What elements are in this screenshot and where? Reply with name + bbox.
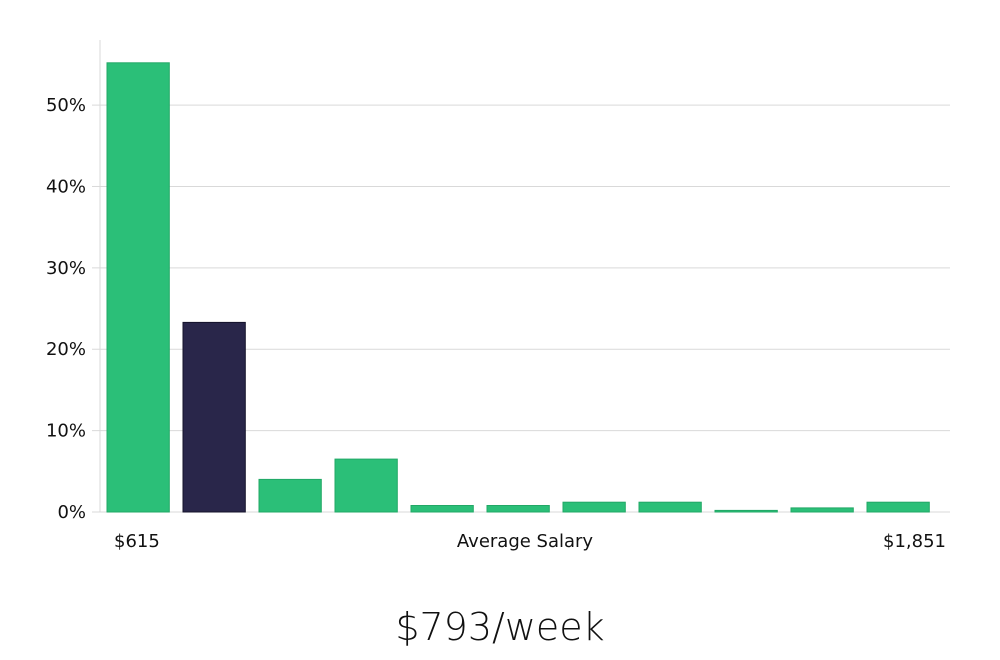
y-tick-label: 10% xyxy=(46,421,86,442)
salary-bar xyxy=(638,501,702,513)
salary-bar xyxy=(714,509,778,513)
salary-bar xyxy=(790,507,854,513)
y-tick-label: 0% xyxy=(57,502,86,523)
x-axis-title: Average Salary xyxy=(457,531,594,552)
y-tick-label: 50% xyxy=(46,95,86,116)
x-end-label: $1,851 xyxy=(883,531,946,552)
x-start-label: $615 xyxy=(114,531,160,552)
y-tick-label: 40% xyxy=(46,176,86,197)
salary-histogram: 0% 10% 20% 30% 40% 50% $615 Average Salary $1… xyxy=(46,40,950,552)
salary-bar xyxy=(410,505,474,513)
y-tick-label: 30% xyxy=(46,258,86,279)
salary-bar xyxy=(106,62,170,513)
bars xyxy=(106,62,930,513)
salary-bar xyxy=(562,501,626,513)
salary-bar xyxy=(334,458,398,513)
y-tick-label: 20% xyxy=(46,339,86,360)
y-tick-labels: 0% 10% 20% 30% 40% 50% xyxy=(46,95,86,523)
salary-bar xyxy=(866,501,930,513)
salary-bar xyxy=(258,478,322,513)
average-weekly-salary: $793/week xyxy=(395,605,605,649)
highlighted-salary-bar xyxy=(182,321,246,513)
salary-bar xyxy=(486,505,550,513)
